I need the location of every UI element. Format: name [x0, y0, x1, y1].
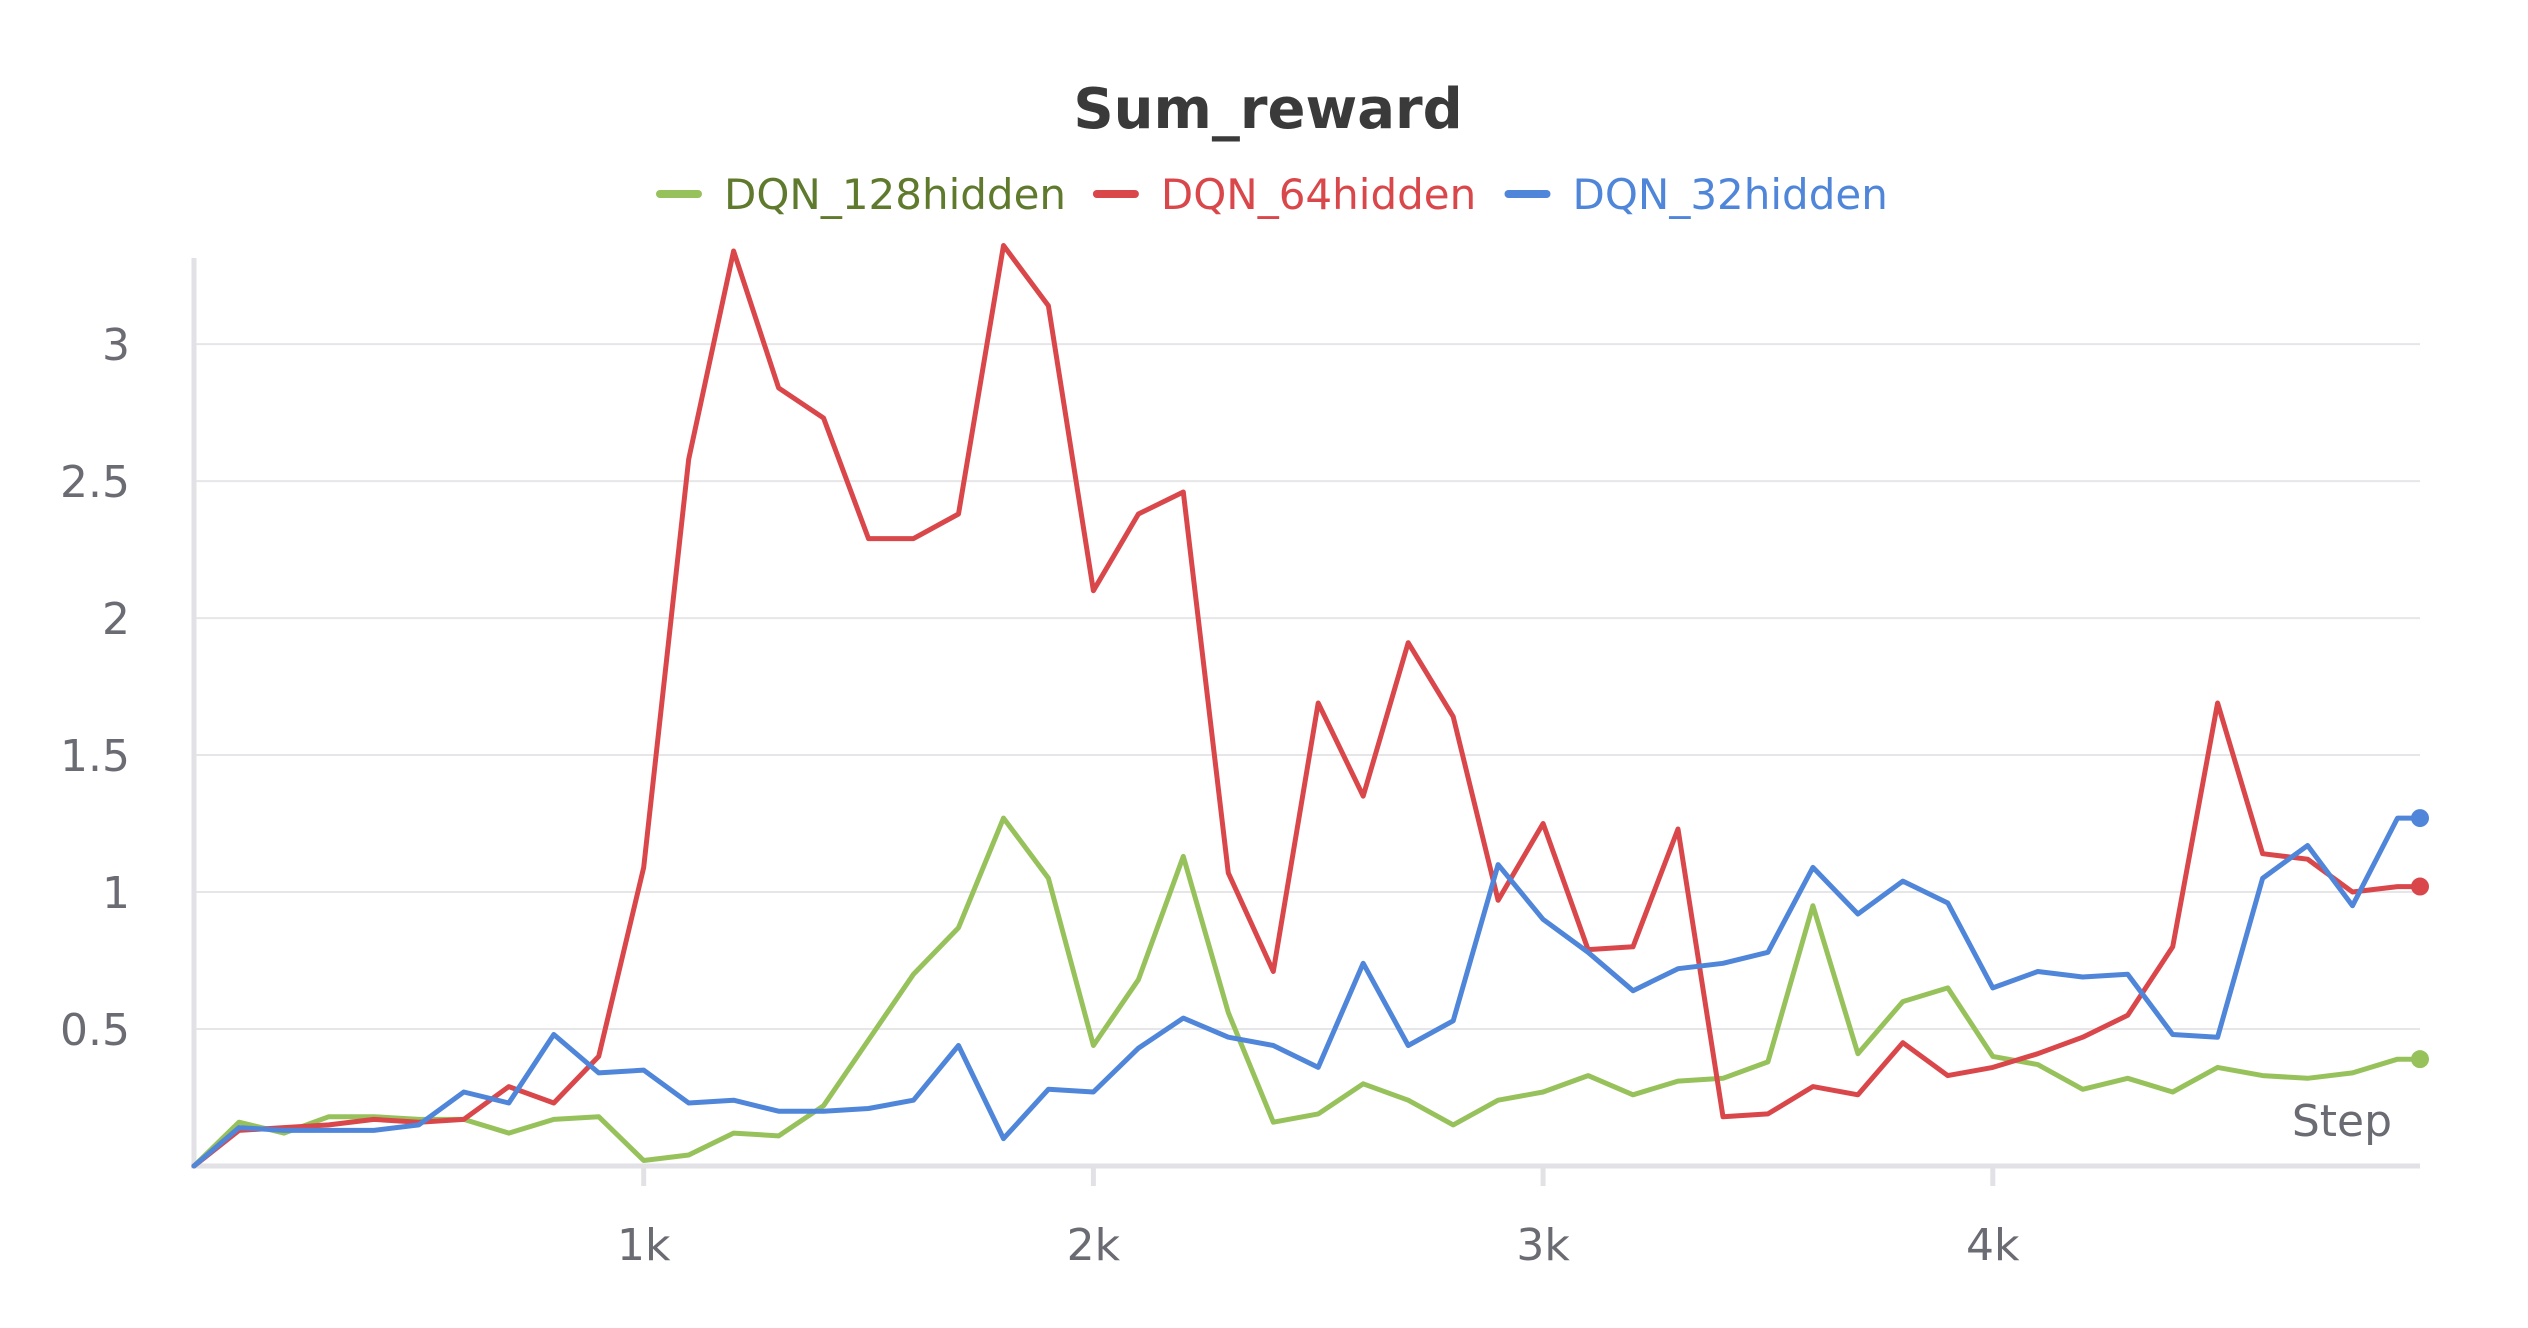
y-tick-label: 1	[102, 868, 130, 919]
x-tick-label: 2k	[1067, 1220, 1121, 1271]
series-end-point	[2411, 1050, 2429, 1069]
series-lines	[191, 243, 2423, 1169]
x-tick-label: 1k	[617, 1220, 671, 1271]
series-line-dqn-128hidden	[191, 815, 2423, 1169]
y-tick-label: 0.5	[60, 1005, 130, 1056]
legend: DQN_128hidden DQN_64hidden DQN_32hidden	[656, 170, 1888, 219]
y-tick-label: 2	[102, 594, 130, 645]
series-line-dqn-32hidden	[191, 815, 2423, 1169]
legend-item[interactable]: DQN_128hidden	[656, 170, 1066, 219]
x-axis-title: Step	[2292, 1096, 2392, 1147]
y-tick-label: 2.5	[60, 457, 130, 508]
series-end-point	[2411, 809, 2429, 828]
series-end-point	[2411, 877, 2429, 896]
y-tick-label: 3	[102, 320, 130, 371]
end-points	[2411, 809, 2429, 1069]
legend-item[interactable]: DQN_32hidden	[1504, 170, 1888, 219]
y-tick-label: 1.5	[60, 731, 130, 782]
legend-item[interactable]: DQN_64hidden	[1092, 170, 1476, 219]
x-tick-label: 4k	[1966, 1220, 2020, 1271]
legend-label: DQN_128hidden	[724, 170, 1066, 219]
axes: 0.5 1 1.5 2 2.5 3 1k 2k 3k 4k	[60, 258, 2420, 1271]
series-line-dqn-64hidden	[191, 243, 2423, 1169]
x-tick-label: 3k	[1516, 1220, 1570, 1271]
legend-label: DQN_64hidden	[1161, 170, 1476, 219]
legend-label: DQN_32hidden	[1573, 170, 1888, 219]
chart-title: Sum_reward	[1073, 77, 1462, 142]
grid-lines	[194, 343, 2420, 1031]
